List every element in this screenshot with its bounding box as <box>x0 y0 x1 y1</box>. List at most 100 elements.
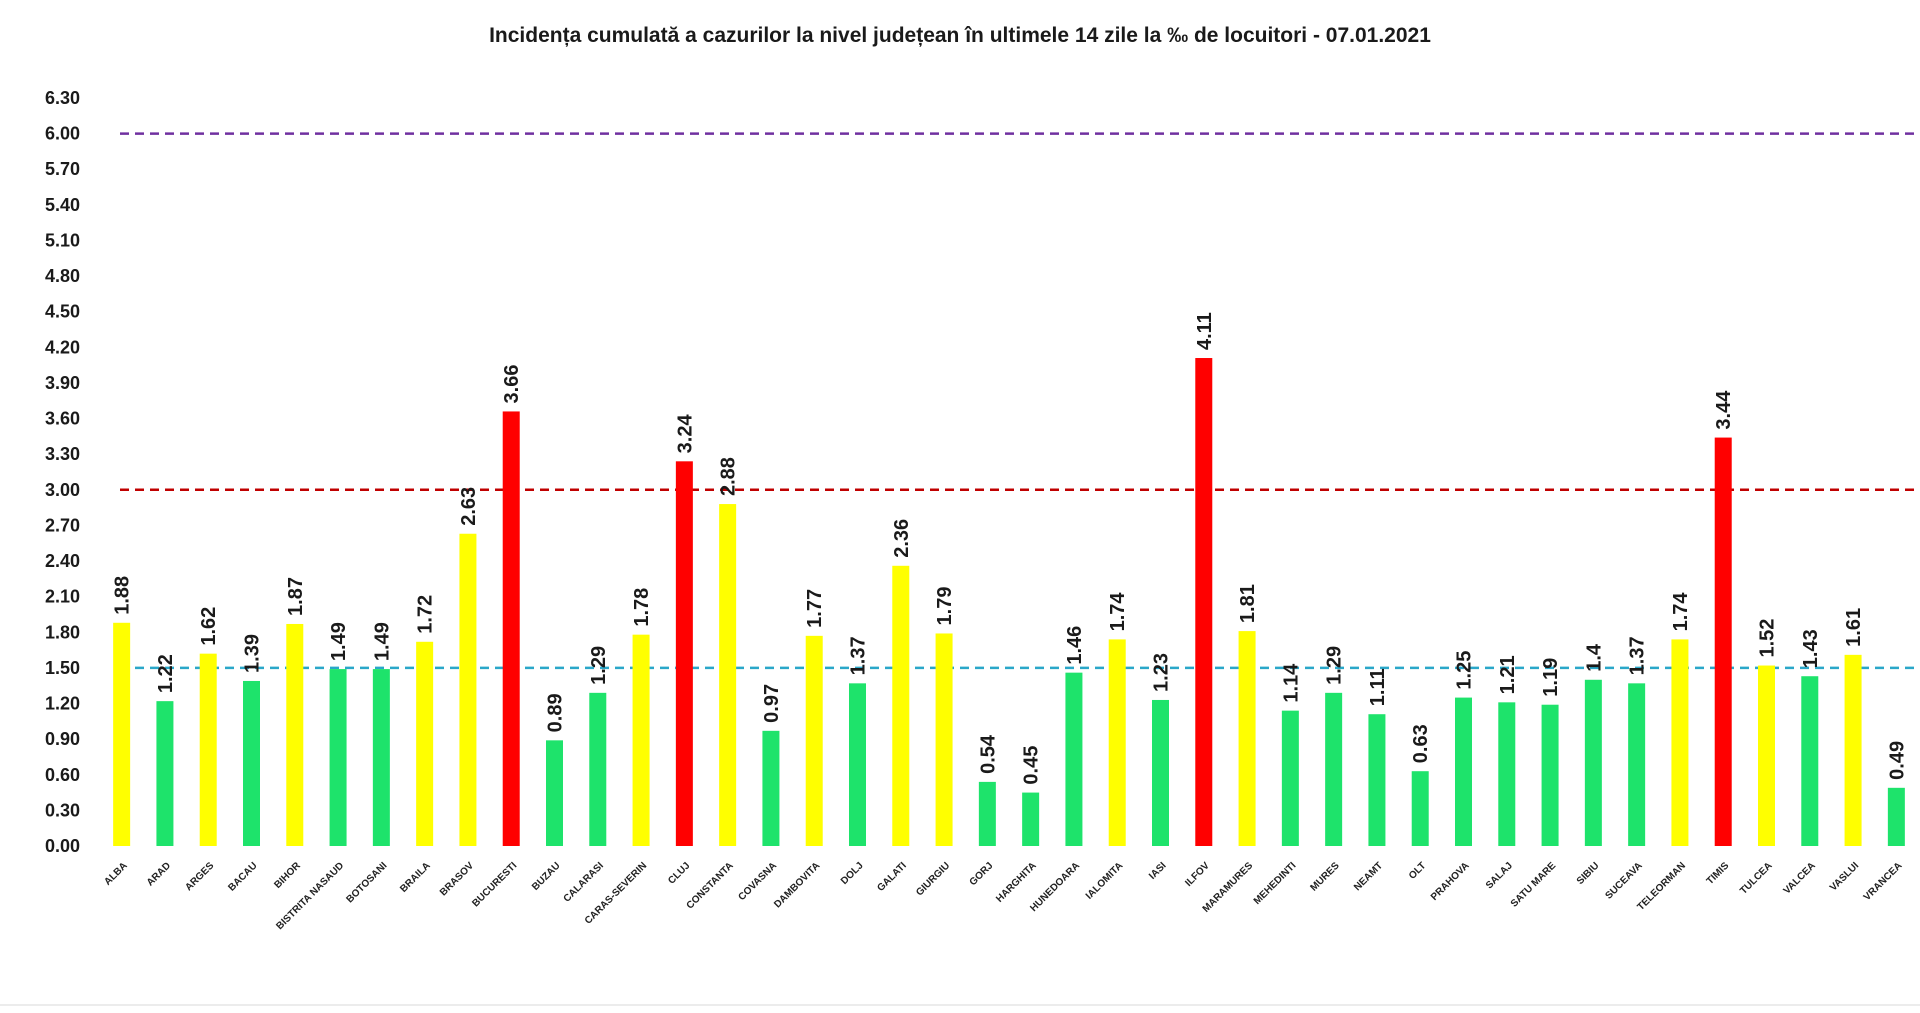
value-label: 1.22 <box>155 654 177 693</box>
category-label: VASLUI <box>1828 860 1861 893</box>
category-label: GIURGIU <box>914 860 952 898</box>
category-label: BRAILA <box>398 860 432 894</box>
chart-title: Incidența cumulată a cazurilor la nivel … <box>489 24 1431 47</box>
y-axis-ticks: 0.00 0.30 0.60 0.90 1.20 1.50 1.80 2.10 2.40 2.70… <box>45 88 80 856</box>
category-label: PRAHOVA <box>1429 860 1472 903</box>
category-label: GALATI <box>875 860 909 894</box>
bar <box>1541 704 1559 846</box>
y-tick-label: 2.10 <box>45 587 80 607</box>
value-label: 1.88 <box>112 576 134 615</box>
bar <box>1887 787 1905 846</box>
value-label: 1.74 <box>1670 592 1692 632</box>
value-label: 1.77 <box>804 589 826 628</box>
value-label: 1.37 <box>1627 636 1649 675</box>
bar <box>1108 639 1126 846</box>
bar <box>1325 692 1343 846</box>
bar <box>156 701 174 846</box>
threshold-lines <box>120 132 1918 670</box>
bar <box>719 504 737 846</box>
bar <box>1758 665 1775 846</box>
y-tick-label: 3.00 <box>45 480 80 500</box>
value-label: 0.54 <box>977 734 999 774</box>
value-label: 2.63 <box>458 487 480 526</box>
bar <box>1714 437 1732 846</box>
category-label: TULCEA <box>1738 860 1774 896</box>
bar <box>1498 702 1516 846</box>
category-label: SALAJ <box>1484 860 1515 891</box>
value-label: 1.39 <box>242 634 264 673</box>
value-label: 1.78 <box>631 588 653 627</box>
bar <box>1671 639 1689 846</box>
value-label: 1.62 <box>198 607 220 646</box>
value-label: 3.66 <box>501 365 523 404</box>
y-tick-label: 1.80 <box>45 622 80 642</box>
value-label: 0.89 <box>545 693 567 732</box>
y-tick-label: 3.60 <box>45 409 80 429</box>
category-label: BUCURESTI <box>470 860 519 909</box>
y-tick-label: 5.40 <box>45 195 80 215</box>
value-label: 1.81 <box>1237 584 1259 623</box>
value-label: 1.11 <box>1367 668 1389 706</box>
value-label: 1.14 <box>1280 663 1302 703</box>
category-label: HARGHITA <box>994 860 1039 905</box>
value-label: 1.4 <box>1583 643 1605 672</box>
bar <box>243 680 260 846</box>
y-tick-label: 2.40 <box>45 551 80 571</box>
bar <box>762 730 780 846</box>
category-label: NEAMT <box>1352 860 1385 893</box>
value-label: 1.49 <box>328 622 350 661</box>
value-label: 1.74 <box>1107 592 1129 632</box>
bar <box>459 533 477 846</box>
bar <box>546 740 563 846</box>
value-label: 0.63 <box>1410 724 1432 763</box>
bar <box>892 565 910 846</box>
y-tick-label: 0.90 <box>45 729 80 749</box>
category-label: SATU MARE <box>1509 860 1559 910</box>
y-tick-label: 1.20 <box>45 694 80 714</box>
bar <box>589 692 607 846</box>
value-label: 1.52 <box>1757 619 1779 658</box>
category-label: MURES <box>1308 860 1342 894</box>
bar <box>978 781 996 846</box>
bar <box>1455 697 1472 846</box>
y-tick-label: 0.30 <box>45 800 80 820</box>
category-label: DAMBOVITA <box>772 860 822 910</box>
category-label: IALOMITA <box>1084 860 1125 901</box>
category-label: ARGES <box>183 860 216 893</box>
bar <box>1195 358 1213 846</box>
bar <box>1238 631 1256 846</box>
value-labels: 1.88 1.22 1.62 1.39 1.87 1.49 1.49 1.72 2.63 3.66… <box>112 312 1909 784</box>
y-tick-label: 5.10 <box>45 230 80 250</box>
bar <box>1584 679 1602 846</box>
bar <box>1628 683 1646 846</box>
category-label: SIBIU <box>1575 860 1602 887</box>
y-tick-label: 4.50 <box>45 302 80 322</box>
value-label: 1.19 <box>1540 658 1562 697</box>
value-label: 1.29 <box>1324 646 1346 685</box>
value-label: 4.11 <box>1194 312 1216 350</box>
bar <box>1281 710 1299 846</box>
y-tick-label: 4.80 <box>45 266 80 286</box>
value-label: 1.61 <box>1843 608 1865 647</box>
y-tick-label: 5.70 <box>45 159 80 179</box>
bar <box>849 683 866 846</box>
bar <box>502 411 520 846</box>
bar <box>1152 699 1169 846</box>
category-label: CLUJ <box>666 860 692 886</box>
category-label: CALARASI <box>562 860 606 904</box>
value-label: 1.23 <box>1151 653 1173 692</box>
value-label: 1.43 <box>1800 629 1822 668</box>
bar <box>199 653 217 846</box>
bar <box>1022 792 1040 846</box>
value-label: 1.72 <box>415 595 437 634</box>
category-label: COVASNA <box>736 860 779 903</box>
bar <box>113 622 131 846</box>
value-label: 1.87 <box>285 577 307 616</box>
bar <box>675 461 693 846</box>
y-tick-label: 6.30 <box>45 88 80 108</box>
category-label: VRANCEA <box>1862 860 1905 903</box>
bar <box>632 634 650 846</box>
value-label: 2.88 <box>718 457 740 496</box>
bar <box>805 635 823 846</box>
